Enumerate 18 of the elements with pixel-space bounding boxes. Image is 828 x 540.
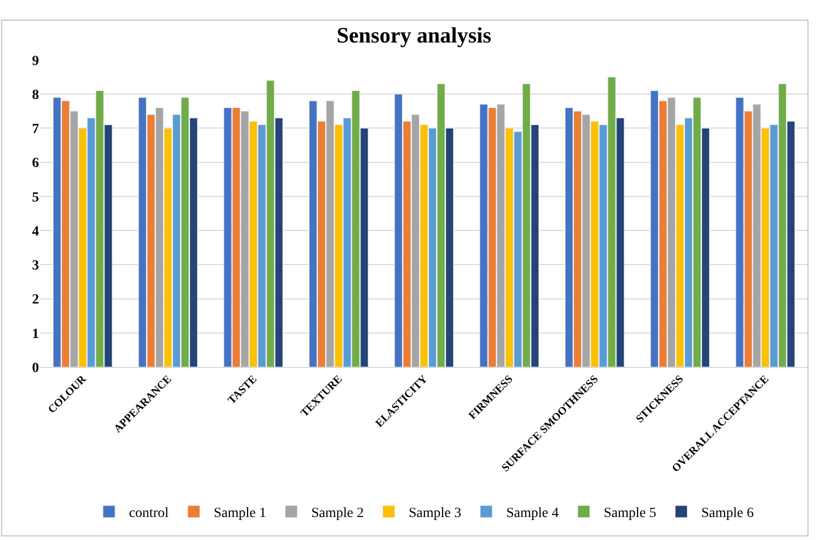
legend-label: Sample 3 xyxy=(408,506,462,521)
y-tick-label: 9 xyxy=(32,54,39,69)
y-tick-label: 2 xyxy=(32,292,39,308)
y-tick-label: 7 xyxy=(32,122,39,138)
legend-label: Sample 5 xyxy=(604,506,656,521)
legend-label: Sample 1 xyxy=(214,506,266,521)
y-tick-label: 5 xyxy=(32,190,39,206)
y-tick-label: 8 xyxy=(32,88,39,104)
y-tick-label: 0 xyxy=(32,360,39,376)
legend-label: Sample 2 xyxy=(311,506,364,521)
legend-label: control xyxy=(129,506,169,521)
y-tick-label: 6 xyxy=(32,156,39,172)
legend-label: Sample 4 xyxy=(506,506,559,521)
legend-label: Sample 6 xyxy=(701,506,754,521)
y-tick-label: 1 xyxy=(32,326,39,342)
y-tick-label: 3 xyxy=(32,258,39,274)
y-tick-label: 4 xyxy=(32,224,39,240)
chart-title: Sensory analysis xyxy=(336,22,492,48)
